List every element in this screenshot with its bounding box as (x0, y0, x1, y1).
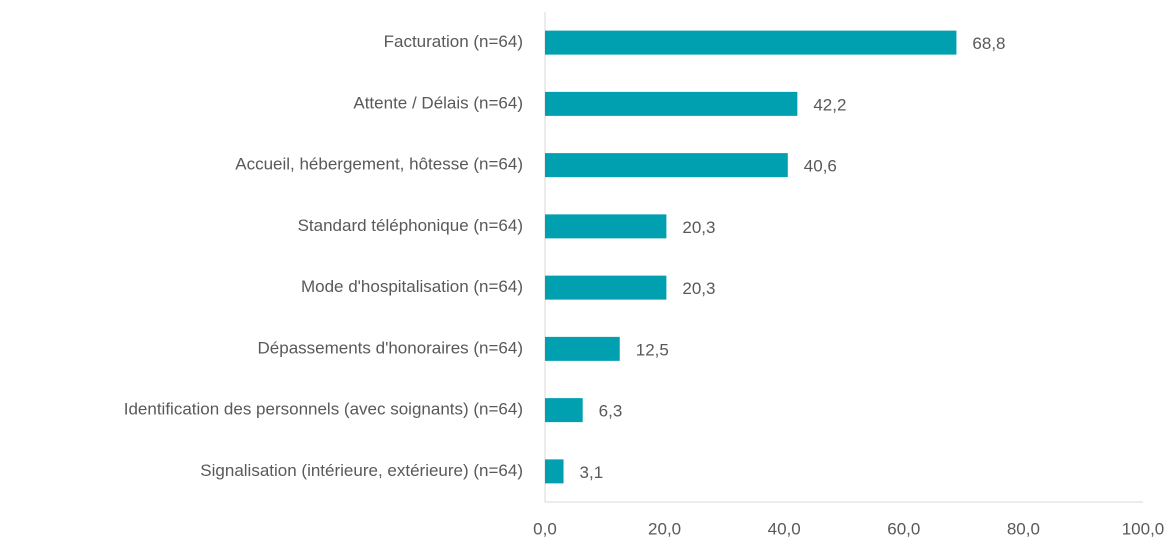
bar (545, 30, 957, 55)
data-label: 40,6 (804, 157, 837, 176)
y-tick-label: Signalisation (intérieure, extérieure) (… (200, 461, 523, 480)
y-tick-label: Attente / Délais (n=64) (353, 93, 523, 112)
x-tick-label: 20,0 (648, 519, 681, 538)
x-tick-label: 40,0 (768, 519, 801, 538)
data-label: 20,3 (682, 218, 715, 237)
y-tick-label: Dépassements d'honoraires (n=64) (258, 338, 523, 357)
x-tick-label: 100,0 (1122, 519, 1165, 538)
y-tick-label: Identification des personnels (avec soig… (124, 400, 523, 419)
data-label: 68,8 (972, 34, 1005, 53)
y-tick-label: Facturation (n=64) (384, 32, 523, 51)
bar (545, 91, 798, 116)
bar (545, 336, 620, 361)
bar (545, 398, 583, 423)
x-tick-label: 60,0 (887, 519, 920, 538)
x-tick-label: 80,0 (1007, 519, 1040, 538)
bar (545, 459, 564, 484)
y-tick-label: Mode d'hospitalisation (n=64) (301, 277, 523, 296)
y-tick-label: Accueil, hébergement, hôtesse (n=64) (235, 155, 523, 174)
data-label: 6,3 (599, 402, 623, 421)
y-tick-label: Standard téléphonique (n=64) (298, 216, 523, 235)
data-label: 20,3 (682, 279, 715, 298)
x-tick-label: 0,0 (533, 519, 557, 538)
bar (545, 214, 667, 239)
bar (545, 275, 667, 300)
data-label: 42,2 (813, 95, 846, 114)
data-label: 3,1 (580, 463, 604, 482)
data-label: 12,5 (636, 340, 669, 359)
bar (545, 153, 788, 178)
